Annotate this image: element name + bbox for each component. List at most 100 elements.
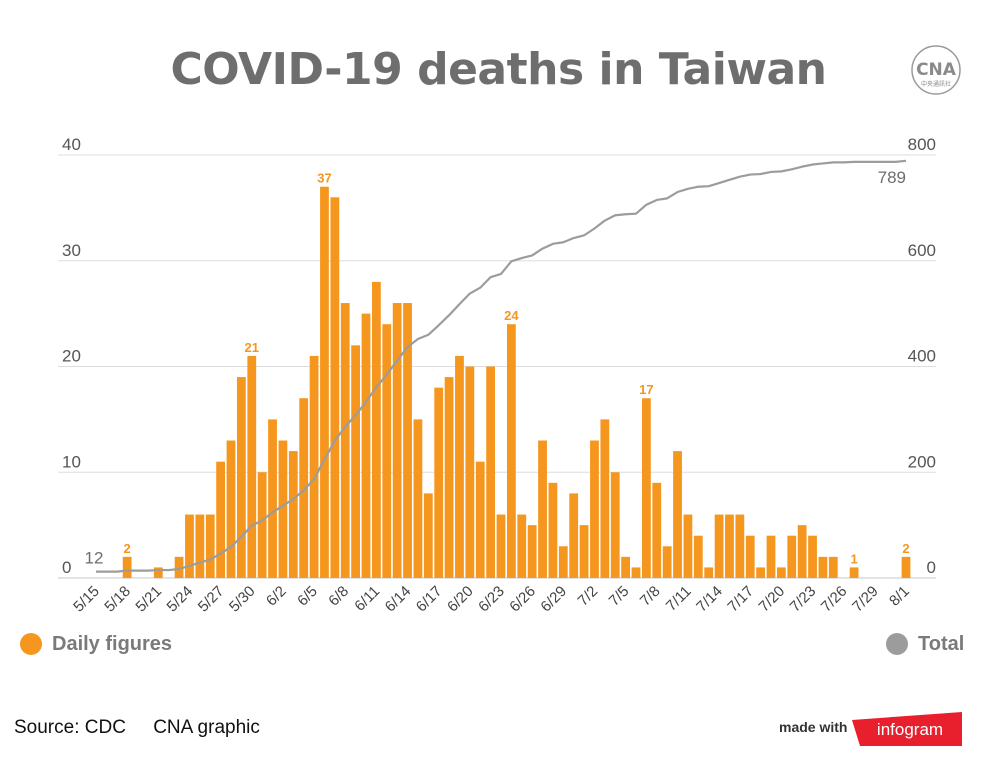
x-axis-tick-label: 7/20 (756, 583, 789, 616)
bar (538, 440, 547, 578)
bar (579, 525, 589, 578)
legend-total[interactable]: Total (886, 632, 964, 656)
bar (330, 197, 340, 579)
bar (662, 546, 672, 578)
bar (299, 398, 309, 578)
bar (527, 525, 537, 578)
bar (818, 556, 828, 578)
bar (641, 398, 651, 578)
bar (247, 355, 257, 578)
infogram-badge[interactable]: infogram (852, 712, 962, 746)
logo-subtext: 中央通訊社 (921, 80, 951, 88)
bar (371, 281, 381, 578)
source-line: Source: CDC CNA graphic (14, 717, 282, 739)
bar (901, 556, 911, 578)
legend-daily-label: Daily figures (52, 632, 173, 655)
credit-text: CNA graphic (153, 717, 260, 738)
bar (434, 387, 444, 578)
bar (683, 514, 693, 578)
bar (745, 535, 755, 578)
bar (423, 493, 433, 578)
bar (185, 514, 194, 578)
source-text: Source: CDC (14, 717, 126, 738)
bar-value-label: 2 (902, 541, 909, 556)
legend-daily-swatch (20, 633, 42, 655)
bar-value-label: 21 (245, 340, 259, 355)
right-axis-tick-label: 600 (908, 241, 936, 260)
x-axis-tick-label: 5/15 (70, 583, 103, 616)
bar (569, 493, 579, 578)
bar (849, 567, 859, 578)
right-axis-tick-label: 200 (908, 452, 936, 471)
bar (465, 366, 475, 578)
bar (496, 514, 506, 578)
x-axis-tick-label: 5/27 (195, 583, 228, 616)
x-axis-tick-label: 7/17 (724, 583, 757, 616)
x-axis-tick-label: 6/2 (263, 583, 290, 610)
bar (455, 355, 464, 578)
bar (725, 514, 734, 578)
bar (486, 366, 496, 578)
x-axis-tick-label: 6/29 (537, 583, 570, 616)
bar (340, 303, 350, 578)
bar (808, 535, 817, 578)
bar (735, 514, 745, 578)
bar (309, 355, 319, 578)
x-axis-tick-label: 5/24 (164, 583, 197, 616)
infogram-label: infogram (877, 720, 943, 739)
x-axis-tick-label: 6/11 (351, 583, 383, 615)
bar (122, 556, 132, 578)
bar (787, 535, 797, 578)
bar (351, 345, 361, 578)
bar (382, 324, 392, 578)
x-axis-tick-label: 6/23 (475, 583, 508, 616)
bar-value-label: 2 (124, 541, 131, 556)
left-axis-tick-label: 30 (62, 241, 81, 260)
bar (257, 472, 267, 578)
bar (278, 440, 288, 578)
bar (693, 535, 703, 578)
legend-total-label: Total (918, 632, 965, 655)
total-end-label: 789 (878, 168, 906, 187)
bar (413, 419, 423, 578)
total-line (96, 159, 907, 573)
x-axis-tick-label: 7/11 (663, 583, 695, 615)
legend-daily[interactable]: Daily figures (20, 632, 172, 656)
bar (403, 303, 412, 578)
x-axis-tick-label: 8/1 (886, 583, 913, 610)
x-axis-tick-label: 6/8 (325, 583, 352, 610)
x-axis-tick-label: 6/17 (413, 583, 446, 616)
x-axis-tick-label: 6/20 (444, 583, 477, 616)
x-axis-tick-label: 7/23 (787, 583, 820, 616)
bar (704, 567, 714, 578)
bar-value-label: 37 (317, 171, 331, 186)
bar (444, 377, 454, 578)
x-axis-tick-label: 6/5 (294, 583, 321, 610)
bar (205, 514, 215, 578)
made-with-text: made with (779, 719, 848, 735)
x-axis-tick-label: 7/29 (849, 583, 882, 616)
x-axis-tick-label: 7/2 (575, 583, 602, 610)
bar (776, 567, 786, 578)
bar (548, 482, 558, 578)
bar-value-label: 24 (504, 308, 519, 323)
bar (236, 377, 246, 578)
bar (517, 514, 527, 578)
x-axis-tick-label: 5/18 (101, 583, 134, 616)
bar (320, 186, 329, 578)
bar (652, 482, 662, 578)
bar (361, 313, 371, 578)
bar (392, 303, 402, 578)
bar-value-label: 1 (850, 551, 857, 566)
total-start-label: 12 (85, 549, 104, 568)
bar (153, 567, 163, 578)
bar (506, 324, 516, 578)
bar (766, 535, 776, 578)
bar (268, 419, 277, 578)
bar-value-label: 17 (639, 382, 653, 397)
x-axis-tick-label: 5/30 (226, 583, 259, 616)
bar (828, 556, 838, 578)
x-axis-tick-label: 6/26 (506, 583, 539, 616)
x-axis-tick-label: 7/8 (637, 583, 664, 610)
